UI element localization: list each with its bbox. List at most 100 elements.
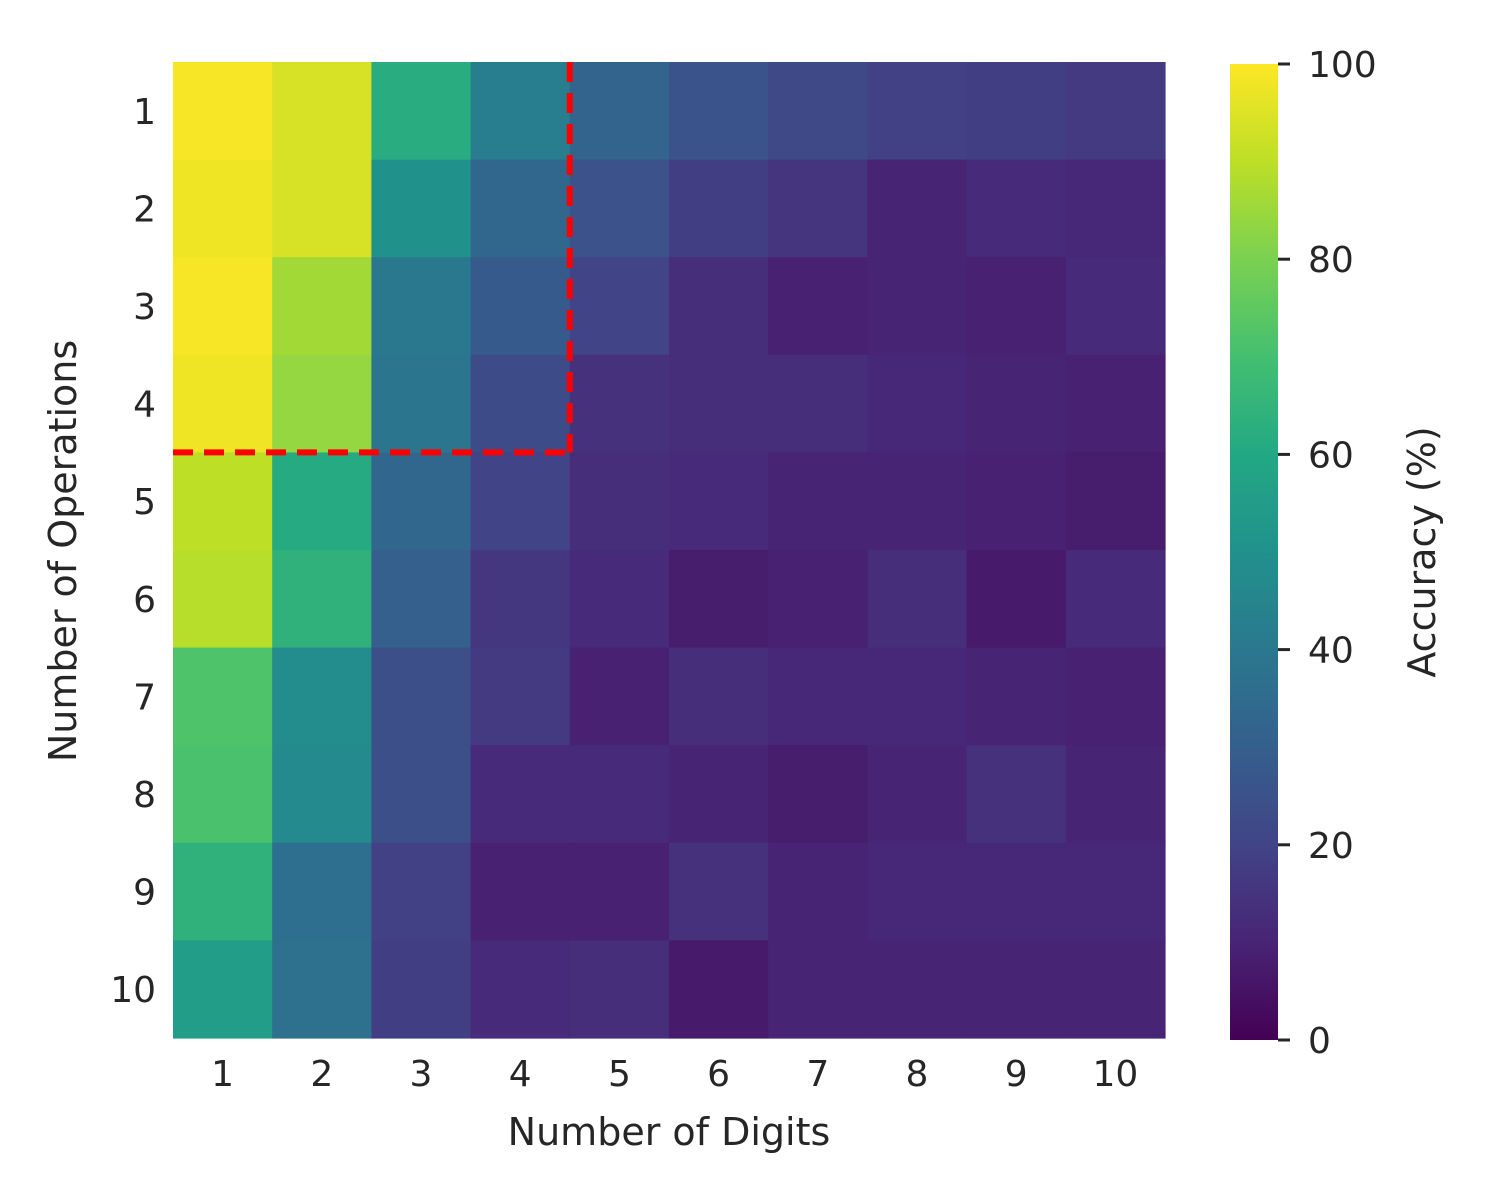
heatmap-cell [966,159,1067,258]
heatmap-cell [569,842,670,941]
heatmap-cell [470,550,571,649]
heatmap-cell [470,842,571,941]
heatmap-cell [470,452,571,551]
heatmap-cell [669,842,769,941]
heatmap-cell [371,62,472,161]
heatmap-cell [173,647,273,746]
heatmap-cell [669,550,769,649]
y-tick-label: 3 [133,287,156,328]
heatmap-cell [768,745,868,844]
heatmap-cell [272,842,372,941]
heatmap-cell [272,745,372,844]
heatmap-cell [173,550,273,649]
dashed-boundary [173,62,573,456]
heatmap-cell [768,354,868,453]
heatmap-cell [272,159,372,258]
heatmap-cell [569,940,670,1039]
heatmap-cell [470,257,571,356]
colorbar-label: Accuracy (%) [1400,426,1444,677]
heatmap-cell [966,940,1067,1039]
colorbar-tick-label: 100 [1308,45,1377,86]
heatmap-cell [371,842,472,941]
heatmap-cell [768,62,868,161]
heatmap-cell [569,354,670,453]
x-tick-label: 2 [310,1054,333,1095]
x-tick-label: 7 [806,1054,829,1095]
heatmap-cell [768,159,868,258]
heatmap-cell [669,159,769,258]
heatmap-cell [966,62,1067,161]
y-tick-label: 1 [133,92,156,133]
heatmap-cell [569,452,670,551]
heatmap-cell [669,354,769,453]
heatmap-cell [768,257,868,356]
y-tick-label: 7 [133,677,156,718]
x-axis-label: Number of Digits [508,1110,831,1154]
x-axis-ticks: 1 2 3 4 5 6 7 8 9 10 [211,1054,1138,1095]
heatmap-cell [470,159,571,258]
heatmap-cell [173,62,273,161]
heatmap-cell [371,354,472,453]
heatmap-cell [569,745,670,844]
y-tick-label: 2 [133,189,156,230]
heatmap-cell [867,550,968,649]
heatmap-cell [867,452,968,551]
heatmap-cell [371,257,472,356]
heatmap-cell [173,354,273,453]
heatmap-cell [470,940,571,1039]
heatmap-cell [1065,842,1166,941]
heatmap-cell [272,647,372,746]
heatmap-cell [272,550,372,649]
heatmap-cell [768,842,868,941]
heatmap-cell [173,159,273,258]
heatmap-cell [966,452,1067,551]
heatmap-cell [371,159,472,258]
heatmap-cell [669,452,769,551]
heatmap-cell [966,354,1067,453]
x-tick-label: 6 [707,1054,730,1095]
heatmap-cell [272,354,372,453]
heatmap-cell [768,647,868,746]
x-tick-label: 5 [608,1054,631,1095]
heatmap-cell [272,940,372,1039]
heatmap-cell [1065,62,1166,161]
heatmap-cell [768,940,868,1039]
x-tick-label: 8 [906,1054,929,1095]
colorbar-tick-label: 0 [1308,1021,1331,1062]
heatmap-cell [1065,159,1166,258]
heatmap-cell [669,745,769,844]
heatmap-cell [569,159,670,258]
heatmap-cell [569,257,670,356]
colorbar-tick-label: 40 [1308,631,1354,672]
heatmap-cell [569,550,670,649]
y-tick-label: 5 [133,482,156,523]
y-tick-label: 9 [133,873,156,914]
heatmap-cell [867,159,968,258]
heatmap-cell [173,257,273,356]
colorbar-tick-label: 20 [1308,826,1354,867]
colorbar-tick-label: 80 [1308,240,1354,281]
heatmap-cell [173,940,273,1039]
heatmap-cell [470,354,571,453]
heatmap-cell [669,257,769,356]
heatmap-cell [371,745,472,844]
heatmap-cell [966,745,1067,844]
heatmap-cell [966,550,1067,649]
colorbar-gradient [1230,64,1278,1040]
heatmap-cell [867,647,968,746]
heatmap-cell [669,62,769,161]
heatmap-cell [1065,550,1166,649]
heatmap-cell [569,647,670,746]
y-tick-label: 8 [133,775,156,816]
heatmap-cell [867,62,968,161]
heatmap-cell [867,354,968,453]
y-axis-label: Number of Operations [41,340,85,762]
heatmap-cell [371,452,472,551]
heatmap-cell [470,745,571,844]
x-tick-label: 4 [509,1054,532,1095]
x-tick-label: 3 [410,1054,433,1095]
heatmap-cell [470,647,571,746]
heatmap-cell [272,452,372,551]
heatmap-cell [1065,940,1166,1039]
